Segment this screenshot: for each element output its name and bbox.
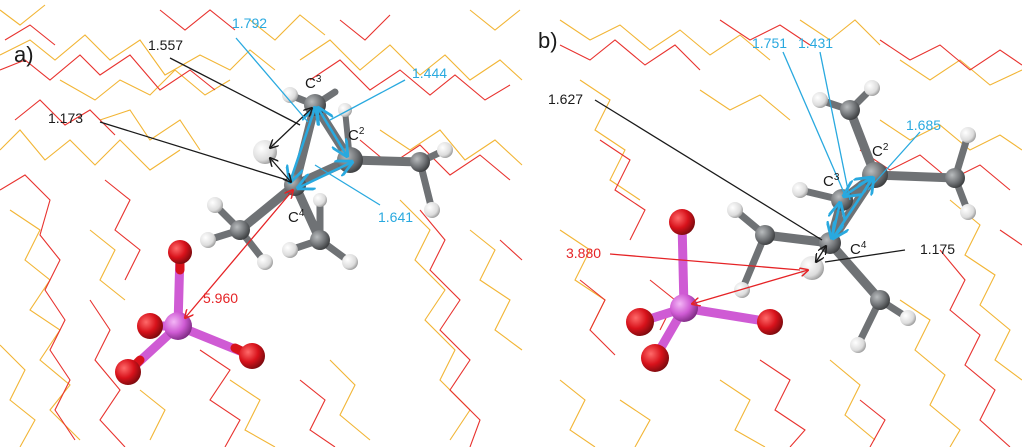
atom-label-c2: C2 (872, 142, 889, 160)
carbon-atom (840, 100, 860, 120)
atom-label-c3: C3 (305, 74, 322, 92)
distance-label: 1.641 (378, 209, 413, 225)
panel-b: b) 1.751 1.431 1.627 1.685 3.880 1.175 C… (538, 19, 1022, 447)
distance-arrows-b (594, 51, 921, 304)
hydrogen-atom (313, 193, 327, 207)
carbon-atom (310, 230, 330, 250)
carbon-atom (230, 220, 250, 240)
carbon-atom (870, 290, 890, 310)
bridging-hydrogen-atom (253, 140, 277, 164)
carbon-atom (945, 168, 965, 188)
hydrogen-atom (960, 204, 976, 220)
carbon-atom (410, 152, 430, 172)
distance-label: 1.627 (548, 91, 583, 107)
labels-b: b) 1.751 1.431 1.627 1.685 3.880 1.175 C… (538, 28, 955, 261)
phosphorus-atom (670, 294, 698, 322)
hydrogen-atom (727, 202, 743, 218)
carbon-atom-c2 (862, 162, 888, 188)
oxygen-atom (626, 308, 654, 336)
oxygen-atom (757, 309, 783, 335)
panel-label: a) (14, 42, 34, 67)
labels-a: a) 1.792 1.557 1.444 1.173 1.641 5.960 C… (14, 15, 447, 306)
distance-label: 5.960 (203, 290, 238, 306)
distance-label: 3.880 (566, 245, 601, 261)
atoms-b (626, 80, 976, 372)
oxygen-atom (669, 209, 695, 235)
distance-label: 1.173 (48, 110, 83, 126)
zeolite-framework-a (0, 4, 523, 447)
hydrogen-atom (864, 80, 880, 96)
hydrogen-atom (960, 127, 976, 143)
panel-a: a) 1.792 1.557 1.444 1.173 1.641 5.960 C… (0, 4, 523, 447)
distance-label: 1.685 (906, 117, 941, 133)
oxygen-atom (641, 344, 669, 372)
distance-label: 1.175 (920, 241, 955, 257)
zeolite-framework-b (559, 19, 1022, 447)
oxygen-atom (168, 240, 192, 264)
atom-label-c4: C4 (288, 208, 305, 226)
hydrogen-atom (437, 142, 453, 158)
hydrogen-atom (792, 182, 808, 198)
distance-arrows-a (99, 37, 406, 318)
panel-label: b) (538, 28, 558, 53)
carbon-atom (755, 225, 775, 245)
phosphorus-atom (164, 312, 192, 340)
distance-label: 1.792 (232, 15, 267, 31)
hydrogen-atom (207, 197, 223, 213)
carbon-atom-c2 (337, 147, 363, 173)
distance-label: 1.431 (798, 35, 833, 51)
hydrogen-atom (282, 242, 298, 258)
atom-label-c4: C4 (850, 240, 867, 258)
atom-label-c2: C2 (348, 126, 365, 144)
hydrogen-atom (200, 232, 216, 248)
hydrogen-atom (342, 254, 358, 270)
oxygen-atom (239, 343, 265, 369)
hydrogen-atom (850, 337, 866, 353)
hydrogen-atom (812, 92, 828, 108)
atom-label-c3: C3 (823, 172, 840, 190)
distance-label: 1.751 (752, 35, 787, 51)
oxygen-atom (137, 313, 163, 339)
bridging-hydrogen-atom (800, 256, 824, 280)
hydrogen-atom (282, 87, 298, 103)
hydrogen-atom (257, 254, 273, 270)
distance-label: 1.444 (412, 65, 447, 81)
oxygen-atom (115, 359, 141, 385)
hydrogen-atom (900, 310, 916, 326)
hydrogen-atom (424, 202, 440, 218)
distance-label: 1.557 (148, 37, 183, 53)
